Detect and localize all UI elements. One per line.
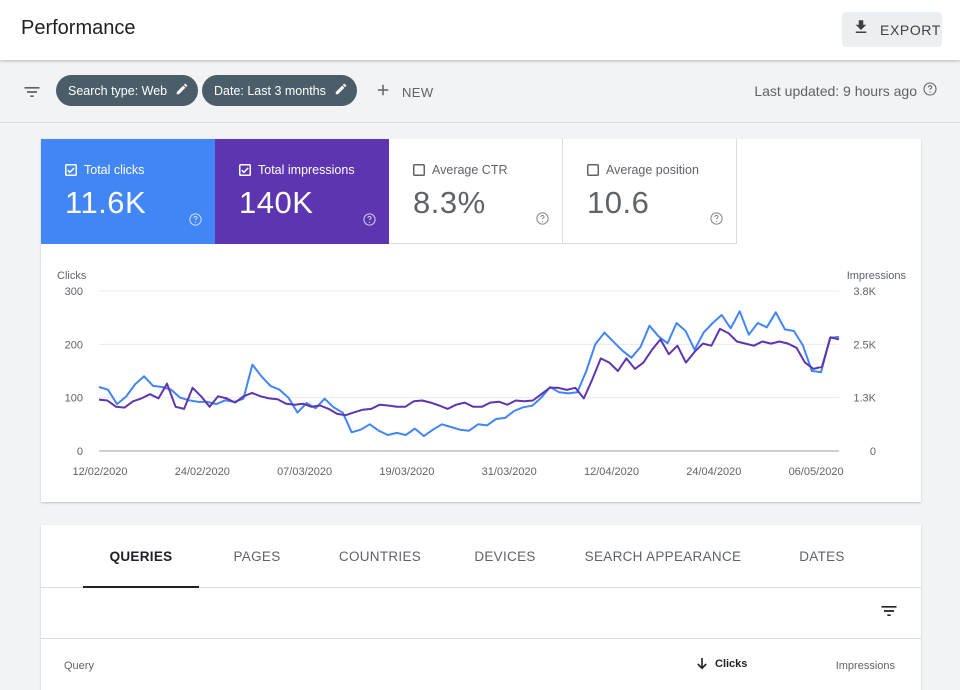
- chip-date-range[interactable]: Date: Last 3 months: [202, 75, 357, 106]
- chip-label: Search type: Web: [68, 83, 168, 98]
- x-tick-label: 06/05/2020: [789, 466, 844, 478]
- series-line-clicks: [98, 310, 840, 438]
- filter-icon[interactable]: [22, 82, 42, 107]
- y-tick-label-right: 0: [870, 446, 876, 458]
- export-button[interactable]: EXPORT: [842, 12, 942, 47]
- help-icon[interactable]: [362, 212, 377, 232]
- x-tick-label: 24/02/2020: [175, 466, 230, 478]
- y-tick-label-left: 300: [65, 286, 83, 298]
- export-label: EXPORT: [880, 21, 941, 38]
- metric-label: Total clicks: [84, 163, 145, 177]
- new-label: NEW: [402, 85, 434, 100]
- sort-arrow-down-icon: [697, 658, 707, 670]
- tab-queries[interactable]: QUERIES: [83, 525, 199, 588]
- edit-pencil-icon: [175, 82, 189, 99]
- metric-average-position[interactable]: Average position 10.6: [563, 139, 737, 244]
- performance-chart[interactable]: 0 0 100 1.3K 200 2.5K 300 3.8K Clicks Impressions…: [41, 139, 921, 502]
- x-tick-label: 12/04/2020: [584, 466, 639, 478]
- column-header-impressions[interactable]: Impressions: [835, 660, 895, 672]
- app-header: Performance EXPORT: [0, 0, 960, 60]
- metric-value: 11.6K: [65, 185, 147, 220]
- checkbox-checked-icon[interactable]: [239, 164, 251, 176]
- tab-pages[interactable]: PAGES: [233, 549, 281, 564]
- dimension-tabs: QUERIES PAGES COUNTRIES DEVICES SEARCH A…: [41, 525, 921, 588]
- table-filter-icon[interactable]: [879, 601, 899, 626]
- chip-search-type[interactable]: Search type: Web: [56, 75, 199, 106]
- y-tick-label-right: 3.8K: [853, 286, 876, 298]
- metric-label: Average position: [606, 163, 699, 177]
- last-updated-text: Last updated: 9 hours ago: [754, 82, 917, 99]
- metric-total-clicks[interactable]: Total clicks 11.6K: [41, 139, 215, 244]
- metric-value: 140K: [239, 185, 314, 220]
- new-filter-button[interactable]: NEW: [374, 81, 434, 104]
- checkbox-checked-icon[interactable]: [65, 164, 77, 176]
- y-tick-label-left: 0: [77, 446, 83, 458]
- x-tick-label: 24/04/2020: [686, 466, 741, 478]
- column-header-query[interactable]: Query: [64, 660, 94, 672]
- help-icon[interactable]: [188, 212, 203, 232]
- edit-pencil-icon: [334, 82, 348, 99]
- y-tick-label-left: 200: [65, 339, 83, 351]
- column-header-clicks[interactable]: Clicks: [696, 657, 747, 670]
- x-tick-label: 12/02/2020: [72, 466, 127, 478]
- checkbox-unchecked-icon[interactable]: [587, 164, 599, 176]
- y-tick-label-left: 100: [65, 393, 83, 405]
- plus-icon: [374, 81, 392, 104]
- results-table-card: QUERIES PAGES COUNTRIES DEVICES SEARCH A…: [41, 525, 921, 690]
- help-icon[interactable]: [922, 81, 938, 100]
- x-tick-label: 31/03/2020: [482, 466, 537, 478]
- tab-search-appearance[interactable]: SEARCH APPEARANCE: [584, 549, 742, 564]
- last-updated: Last updated: 9 hours ago: [754, 81, 938, 100]
- tab-devices[interactable]: DEVICES: [474, 549, 536, 564]
- y-axis-label-left: Clicks: [57, 270, 87, 282]
- series-line-impressions: [98, 327, 840, 417]
- download-icon: [852, 18, 870, 41]
- help-icon[interactable]: [535, 211, 550, 231]
- metric-average-ctr[interactable]: Average CTR 8.3%: [389, 139, 563, 244]
- help-icon[interactable]: [709, 211, 724, 231]
- filter-bar: Search type: Web Date: Last 3 months NEW…: [0, 60, 960, 123]
- metric-total-impressions[interactable]: Total impressions 140K: [215, 139, 389, 244]
- tab-countries[interactable]: COUNTRIES: [338, 549, 422, 564]
- chip-label: Date: Last 3 months: [214, 83, 326, 98]
- metric-value: 10.6: [587, 185, 650, 220]
- y-axis-label-right: Impressions: [847, 270, 907, 282]
- metric-label: Total impressions: [258, 163, 355, 177]
- tab-dates[interactable]: DATES: [799, 549, 845, 564]
- x-tick-label: 07/03/2020: [277, 466, 332, 478]
- metric-label: Average CTR: [432, 163, 508, 177]
- x-tick-label: 19/03/2020: [379, 466, 434, 478]
- performance-card: Total clicks 11.6K Total impressions 140…: [41, 139, 921, 502]
- y-tick-label-right: 1.3K: [853, 393, 876, 405]
- checkbox-unchecked-icon[interactable]: [413, 164, 425, 176]
- page-title: Performance: [21, 17, 136, 39]
- table-divider: [41, 638, 921, 639]
- column-header-clicks-label: Clicks: [715, 657, 748, 670]
- metric-value: 8.3%: [413, 185, 486, 220]
- y-tick-label-right: 2.5K: [853, 339, 876, 351]
